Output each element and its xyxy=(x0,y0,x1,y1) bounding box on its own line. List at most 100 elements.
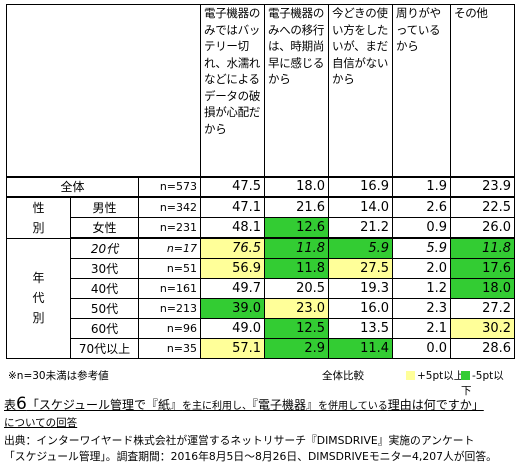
caption-part: を主に利用し、 xyxy=(182,401,253,412)
legend-minus-label: -5pt以下 xyxy=(461,370,504,397)
table-cell: 49.0 xyxy=(200,317,266,339)
legend-plus-label: +5pt以上 xyxy=(417,370,465,382)
sample-size: n=35 xyxy=(137,337,202,359)
table-cell: 27.5 xyxy=(328,257,394,279)
table-cell: 23.0 xyxy=(264,297,330,319)
column-header: その他 xyxy=(450,4,516,177)
table-row: 60代 n=96 49.0 12.5 13.5 2.1 30.2 xyxy=(7,317,516,339)
table-cell: 11.8 xyxy=(264,237,330,259)
sample-size: n=17 xyxy=(137,237,202,259)
table-cell: 12.5 xyxy=(264,317,330,339)
header-row: 電子機器のみではバッテリー切れ、水濡れなどによるデータの破損が心配だから 電子機… xyxy=(5,4,516,177)
table-cell: 11.8 xyxy=(264,257,330,279)
row-label: 70代以上 xyxy=(70,337,139,359)
caption-number: 6 xyxy=(16,394,27,414)
table-cell: 48.1 xyxy=(200,216,266,239)
caption-part: 「スケジュール管理で xyxy=(26,398,147,412)
column-header: 今どきの使い方をしたいが、まだ自信がないから xyxy=(328,4,394,177)
table-cell: 1.2 xyxy=(392,277,452,299)
table-cell: 47.1 xyxy=(200,196,266,218)
table-cell: 56.9 xyxy=(200,257,266,279)
table-cell: 11.4 xyxy=(328,337,394,359)
survey-table: 電子機器のみではバッテリー切れ、水濡れなどによるデータの破損が心配だから 電子機… xyxy=(5,4,516,359)
caption-part: を併用している xyxy=(318,401,388,412)
sample-size: n=573 xyxy=(137,175,202,198)
table-cell: 2.0 xyxy=(392,257,452,279)
row-label: 女性 xyxy=(70,216,139,239)
table-cell: 5.9 xyxy=(328,237,394,259)
legend-minus-swatch xyxy=(461,371,470,380)
row-label: 30代 xyxy=(70,257,139,279)
sample-size: n=213 xyxy=(137,297,202,319)
table-cell: 47.5 xyxy=(200,175,266,198)
table-cell: 27.2 xyxy=(450,297,516,319)
row-label: 男性 xyxy=(70,196,139,218)
table-cell: 2.3 xyxy=(392,297,452,319)
row-label: 40代 xyxy=(70,277,139,299)
table-row: 性 別男性 n=342 47.1 21.6 14.0 2.6 22.5 xyxy=(6,196,516,239)
table-cell: 16.9 xyxy=(328,175,394,198)
table-cell: 13.5 xyxy=(328,317,394,339)
table-cell: 2.9 xyxy=(264,337,330,359)
row-label: 20代 xyxy=(70,237,139,259)
caption-part: 『電子機器』 xyxy=(252,398,319,412)
table-cell: 57.1 xyxy=(200,337,266,359)
table-caption: 表6「スケジュール管理で『紙』を主に利用し、『電子機器』を併用している理由は何で… xyxy=(4,396,516,431)
sample-size: n=96 xyxy=(137,317,202,339)
legend-base: 全体比較 xyxy=(322,370,364,382)
caption-line-2: についての回答 xyxy=(4,417,78,429)
table-cell: 76.5 xyxy=(200,237,266,259)
table-row: 40代 n=161 49.7 20.5 19.3 1.2 18.0 xyxy=(7,277,516,299)
table-cell: 17.6 xyxy=(450,257,516,279)
table-cell: 2.1 xyxy=(392,317,452,339)
table-cell: 21.6 xyxy=(264,196,330,218)
legend-plus: +5pt以上 xyxy=(406,368,464,383)
legend: ※n=30未満は参考値 全体比較 +5pt以上 -5pt以下 xyxy=(6,368,514,397)
caption-line: 表6「スケジュール管理で『紙』を主に利用し、『電子機器』を併用している理由は何で… xyxy=(4,396,516,415)
table-cell: 49.7 xyxy=(200,277,266,299)
table-cell: 26.0 xyxy=(450,216,516,239)
table-cell: 20.5 xyxy=(264,277,330,299)
table-cell: 12.6 xyxy=(264,216,330,239)
sample-size: n=51 xyxy=(137,257,202,279)
table-cell: 30.2 xyxy=(450,317,516,339)
table-cell: 18.0 xyxy=(450,277,516,299)
row-label: 全体 xyxy=(6,175,139,198)
row-label: 60代 xyxy=(70,317,139,339)
table-cell: 21.2 xyxy=(328,216,394,239)
legend-note: ※n=30未満は参考値 xyxy=(8,370,109,382)
caption-prefix: 表 xyxy=(4,398,17,412)
sample-size: n=342 xyxy=(137,196,202,218)
caption-part: 理由は何ですか」 xyxy=(387,398,484,412)
legend-minus: -5pt以下 xyxy=(461,368,514,398)
source-note: 出典：インターワイヤード株式会社が運営するネットリサーチ『DIMSDRIVE』実… xyxy=(4,434,497,463)
sample-size: n=161 xyxy=(137,277,202,299)
table-cell: 2.6 xyxy=(392,196,452,218)
table-cell: 5.9 xyxy=(392,237,452,259)
table-cell: 23.9 xyxy=(450,175,516,198)
sample-size: n=231 xyxy=(137,216,202,239)
table-cell: 16.0 xyxy=(328,297,394,319)
table-cell: 11.8 xyxy=(450,237,516,259)
row-label: 50代 xyxy=(70,297,139,319)
table-cell: 18.0 xyxy=(264,175,330,198)
table-cell: 0.0 xyxy=(392,337,452,359)
table-cell: 1.9 xyxy=(392,175,452,198)
table-cell: 0.9 xyxy=(392,216,452,239)
group-label: 年 代 別 xyxy=(6,237,71,359)
column-header: 周りがやっているから xyxy=(392,4,452,177)
table-cell: 19.3 xyxy=(328,277,394,299)
header-blank xyxy=(5,4,202,177)
table-cell: 14.0 xyxy=(328,196,394,218)
group-label: 性 別 xyxy=(6,196,71,239)
table-row: 30代 n=51 56.9 11.8 27.5 2.0 17.6 xyxy=(7,257,516,279)
legend-plus-swatch xyxy=(406,371,415,380)
caption-part: 『紙』 xyxy=(146,398,183,412)
column-header: 電子機器のみへの移行は、時期尚早に感じるから xyxy=(264,4,330,177)
total-row: 全体 n=573 47.5 18.0 16.9 1.9 23.9 xyxy=(6,175,516,198)
table-cell: 28.6 xyxy=(450,337,516,359)
table-row: 女性 n=231 48.1 12.6 21.2 0.9 26.0 xyxy=(7,216,516,239)
table-row: 年 代 別 20代 n=17 76.5 11.8 5.9 5.9 11.8 xyxy=(6,237,516,359)
column-header: 電子機器のみではバッテリー切れ、水濡れなどによるデータの破損が心配だから xyxy=(200,4,266,177)
table-row: 50代 n=213 39.0 23.0 16.0 2.3 27.2 xyxy=(7,297,516,319)
